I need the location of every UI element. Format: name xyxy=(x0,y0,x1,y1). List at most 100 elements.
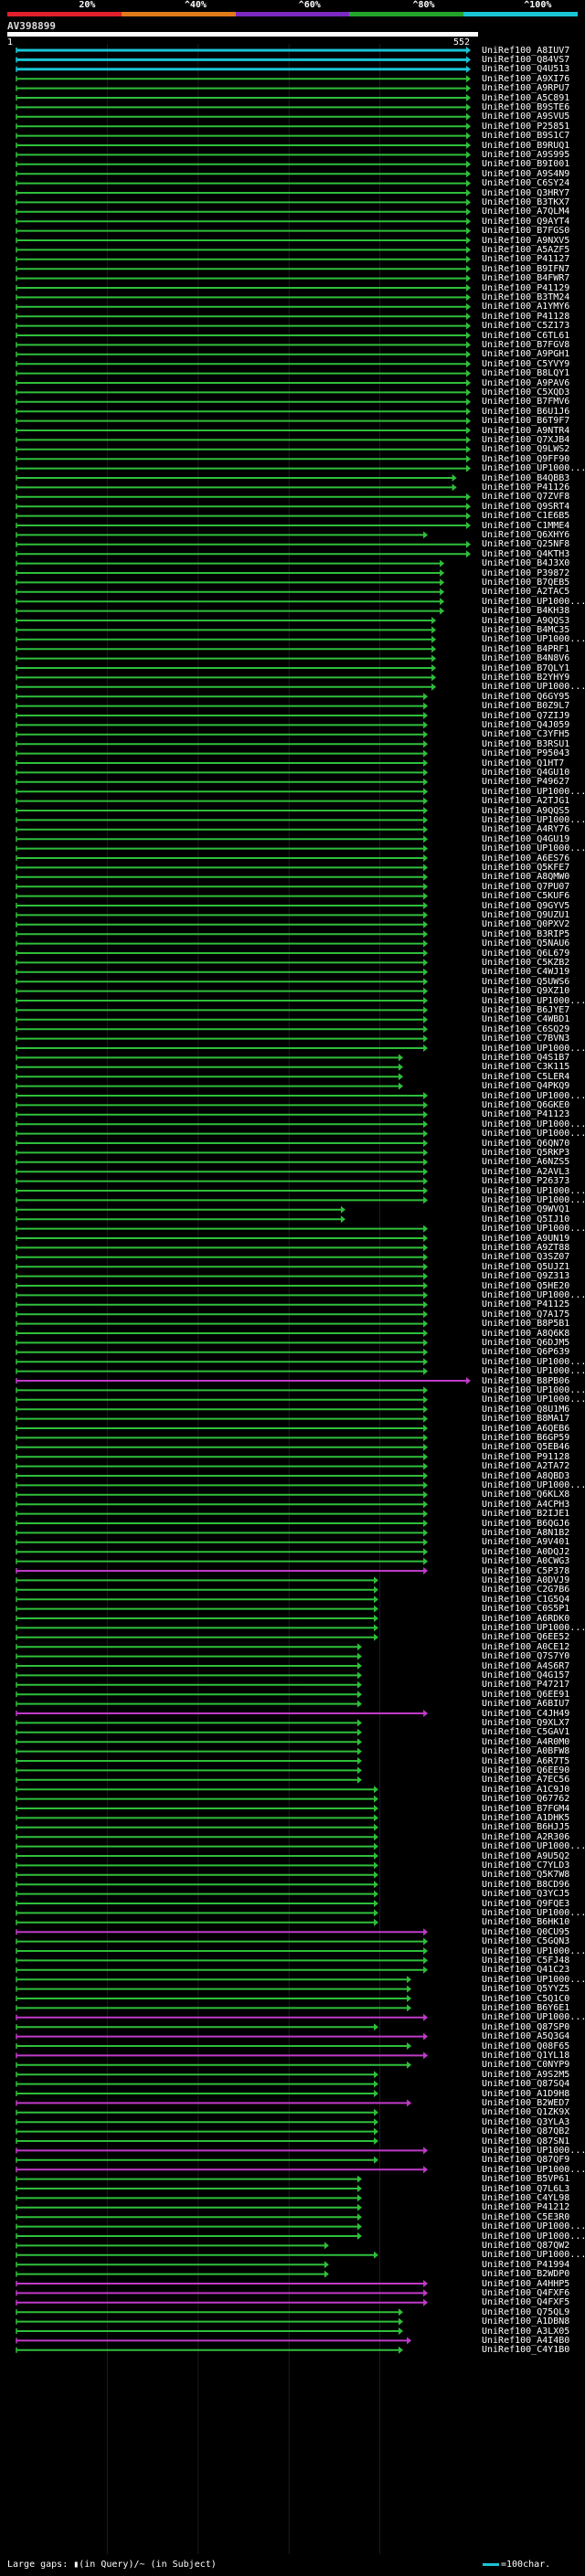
hit-label[interactable]: UniRef100_B0Z9L7 xyxy=(482,701,570,712)
hit-label[interactable]: UniRef100_A9QQS5 xyxy=(482,805,570,816)
hit-label[interactable]: UniRef100_UP1000... xyxy=(482,682,585,693)
hit-label[interactable]: UniRef100_UP1000... xyxy=(482,1479,585,1490)
hit-label[interactable]: UniRef100_B3TM24 xyxy=(482,292,570,302)
hit-label[interactable]: UniRef100_P95043 xyxy=(482,748,570,759)
hit-label[interactable]: UniRef100_B6HJJ5 xyxy=(482,1822,570,1833)
hit-label[interactable]: UniRef100_A2AVL3 xyxy=(482,1166,570,1177)
hit-label[interactable]: UniRef100_B7QLY1 xyxy=(482,663,570,673)
hit-label[interactable]: UniRef100_B7FMV6 xyxy=(482,397,570,408)
hit-label[interactable]: UniRef100_UP1000... xyxy=(482,1974,585,1985)
hit-label[interactable]: UniRef100_A4HHP5 xyxy=(482,2278,570,2289)
hit-label[interactable]: UniRef100_Q4PKQ9 xyxy=(482,1081,570,1092)
hit-label[interactable]: UniRef100_Q87SP0 xyxy=(482,2021,570,2032)
hit-label[interactable]: UniRef100_Q4GU10 xyxy=(482,767,570,778)
hit-label[interactable]: UniRef100_P41994 xyxy=(482,2259,570,2270)
hit-label[interactable]: UniRef100_UP1000... xyxy=(482,2164,585,2175)
hit-label[interactable]: UniRef100_B4N8V6 xyxy=(482,653,570,664)
hit-label[interactable]: UniRef100_Q9GYV5 xyxy=(482,900,570,911)
hit-label[interactable]: UniRef100_C7BVN3 xyxy=(482,1034,570,1044)
hit-label[interactable]: UniRef100_UP1000... xyxy=(482,1289,585,1300)
hit-label[interactable]: UniRef100_Q84VS7 xyxy=(482,54,570,65)
hit-label[interactable]: UniRef100_A1YMY6 xyxy=(482,302,570,313)
hit-label[interactable]: UniRef100_A0DVJ9 xyxy=(482,1574,570,1585)
hit-label[interactable]: UniRef100_A9S995 xyxy=(482,149,570,160)
hit-label[interactable]: UniRef100_A9ZT88 xyxy=(482,1242,570,1253)
hit-label[interactable]: UniRef100_Q9WVQ1 xyxy=(482,1204,570,1215)
hit-label[interactable]: UniRef100_Q87SQ4 xyxy=(482,2079,570,2090)
hit-label[interactable]: UniRef100_B4KH38 xyxy=(482,606,570,617)
hit-label[interactable]: UniRef100_Q6L679 xyxy=(482,948,570,959)
hit-label[interactable]: UniRef100_Q4G157 xyxy=(482,1670,570,1680)
hit-label[interactable]: UniRef100_C5E3R0 xyxy=(482,2211,570,2222)
hit-label[interactable]: UniRef100_A9PAV6 xyxy=(482,377,570,388)
hit-label[interactable]: UniRef100_C6TL61 xyxy=(482,330,570,341)
hit-label[interactable]: UniRef100_C2G7B6 xyxy=(482,1585,570,1595)
hit-label[interactable]: UniRef100_A9U5Q2 xyxy=(482,1850,570,1861)
hit-label[interactable]: UniRef100_A9V401 xyxy=(482,1537,570,1548)
hit-label[interactable]: UniRef100_C4WJ19 xyxy=(482,967,570,978)
hit-label[interactable]: UniRef100_Q4GU19 xyxy=(482,833,570,844)
hit-label[interactable]: UniRef100_Q87SN1 xyxy=(482,2136,570,2147)
hit-label[interactable]: UniRef100_UP1000... xyxy=(482,1118,585,1129)
hit-label[interactable]: UniRef100_C5GQN3 xyxy=(482,1936,570,1947)
hit-label[interactable]: UniRef100_A4RY76 xyxy=(482,824,570,835)
hit-label[interactable]: UniRef100_C5KZB2 xyxy=(482,957,570,968)
hit-label[interactable]: UniRef100_A5Q3G4 xyxy=(482,2031,570,2042)
hit-label[interactable]: UniRef100_UP1000... xyxy=(482,634,585,645)
hit-label[interactable]: UniRef100_UP1000... xyxy=(482,786,585,797)
hit-label[interactable]: UniRef100_C5KUF6 xyxy=(482,891,570,902)
hit-label[interactable]: UniRef100_A0CWG3 xyxy=(482,1556,570,1567)
hit-label[interactable]: UniRef100_Q4J059 xyxy=(482,719,570,730)
hit-label[interactable]: UniRef100_B6Y6E1 xyxy=(482,2002,570,2013)
hit-label[interactable]: UniRef100_C5FJ48 xyxy=(482,1955,570,1966)
hit-label[interactable]: UniRef100_A5C891 xyxy=(482,92,570,103)
hit-label[interactable]: UniRef100_Q7PU07 xyxy=(482,881,570,892)
hit-label[interactable]: UniRef100_B2IJE1 xyxy=(482,1509,570,1520)
hit-label[interactable]: UniRef100_UP1000... xyxy=(482,1841,585,1852)
hit-label[interactable]: UniRef100_A5AZF5 xyxy=(482,244,570,255)
hit-label[interactable]: UniRef100_P41212 xyxy=(482,2202,570,2213)
hit-label[interactable]: UniRef100_A0DQJ2 xyxy=(482,1546,570,1557)
hit-label[interactable]: UniRef100_UP1000... xyxy=(482,1945,585,1956)
hit-label[interactable]: UniRef100_C5LER4 xyxy=(482,1071,570,1082)
hit-label[interactable]: UniRef100_A0CE12 xyxy=(482,1641,570,1652)
hit-label[interactable]: UniRef100_Q4FXF6 xyxy=(482,2287,570,2298)
hit-label[interactable]: UniRef100_UP1000... xyxy=(482,1090,585,1101)
hit-label[interactable]: UniRef100_A6R7T5 xyxy=(482,1755,570,1766)
hit-label[interactable]: UniRef100_C5Q1C0 xyxy=(482,1993,570,2004)
hit-label[interactable]: UniRef100_B4FWR7 xyxy=(482,273,570,284)
hit-label[interactable]: UniRef100_A9UN19 xyxy=(482,1233,570,1244)
hit-label[interactable]: UniRef100_A3LX05 xyxy=(482,2326,570,2337)
hit-label[interactable]: UniRef100_UP1000... xyxy=(482,2012,585,2023)
hit-label[interactable]: UniRef100_UP1000... xyxy=(482,2231,585,2242)
hit-label[interactable]: UniRef100_C5P378 xyxy=(482,1565,570,1576)
hit-label[interactable]: UniRef100_B7FGS0 xyxy=(482,226,570,237)
hit-label[interactable]: UniRef100_B4QBB3 xyxy=(482,472,570,483)
hit-label[interactable]: UniRef100_A7EC56 xyxy=(482,1775,570,1786)
hit-label[interactable]: UniRef100_B6U1J6 xyxy=(482,406,570,417)
hit-label[interactable]: UniRef100_A6RDK0 xyxy=(482,1613,570,1624)
hit-label[interactable]: UniRef100_A0BFW8 xyxy=(482,1746,570,1757)
hit-label[interactable]: UniRef100_UP1000... xyxy=(482,2250,585,2261)
hit-label[interactable]: UniRef100_UP1000... xyxy=(482,1194,585,1205)
hit-label[interactable]: UniRef100_A2TAC5 xyxy=(482,587,570,598)
hit-label[interactable]: UniRef100_C3K115 xyxy=(482,1062,570,1073)
hit-label[interactable]: UniRef100_Q9SRT4 xyxy=(482,501,570,512)
hit-label[interactable]: UniRef100_Q9LWS2 xyxy=(482,444,570,455)
hit-label[interactable]: UniRef100_A7QLM4 xyxy=(482,207,570,217)
hit-label[interactable]: UniRef100_UP1000... xyxy=(482,2221,585,2232)
hit-label[interactable]: UniRef100_C5Z173 xyxy=(482,321,570,332)
hit-label[interactable]: UniRef100_Q5K7W8 xyxy=(482,1870,570,1881)
hit-label[interactable]: UniRef100_A9NXV5 xyxy=(482,235,570,246)
hit-label[interactable]: UniRef100_C6SQ29 xyxy=(482,1023,570,1034)
hit-label[interactable]: UniRef100_UP1000... xyxy=(482,843,585,854)
hit-label[interactable]: UniRef100_P39872 xyxy=(482,567,570,578)
hit-label[interactable]: UniRef100_A4I4B0 xyxy=(482,2335,570,2346)
hit-label[interactable]: UniRef100_UP1000... xyxy=(482,1185,585,1196)
hit-label[interactable]: UniRef100_Q0PXV2 xyxy=(482,919,570,930)
hit-label[interactable]: UniRef100_C0S5P1 xyxy=(482,1604,570,1615)
hit-label[interactable]: UniRef100_B4J3X0 xyxy=(482,558,570,569)
hit-label[interactable]: UniRef100_C4YL98 xyxy=(482,2192,570,2203)
hit-label[interactable]: UniRef100_Q41C23 xyxy=(482,1965,570,1976)
hit-label[interactable]: UniRef100_Q6P639 xyxy=(482,1347,570,1358)
